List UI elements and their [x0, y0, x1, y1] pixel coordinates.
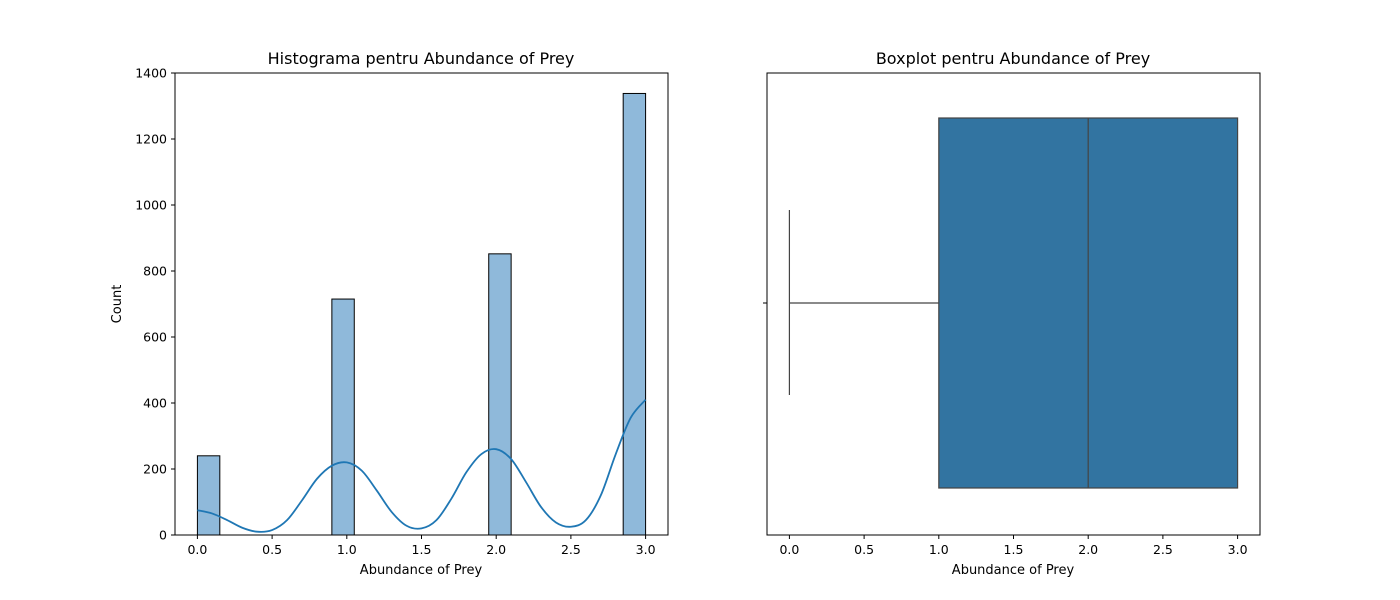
- histogram-bar: [622, 92, 647, 536]
- histogram-x-tick-label: 0.0: [187, 542, 207, 557]
- histogram-y-tick-label: 800: [143, 264, 167, 279]
- histogram-x-tick-label: 0.5: [262, 542, 282, 557]
- kde-curve: [197, 399, 647, 533]
- histogram-x-ticks: 0.0 0.5 1.0 1.5 2.0 2.5 3.0: [187, 535, 656, 557]
- boxplot-x-ticks: 0.0 0.5 1.0 1.5 2.0 2.5 3.0: [779, 535, 1248, 557]
- histogram-y-tick-label: 0: [159, 528, 167, 543]
- boxplot-x-tick-label: 2.5: [1153, 542, 1173, 557]
- histogram-x-tick-label: 1.0: [337, 542, 357, 557]
- histogram-x-tick-label: 3.0: [636, 542, 656, 557]
- histogram-y-tick-label: 400: [143, 396, 167, 411]
- histogram-y-tick-label: 1400: [135, 66, 167, 81]
- histogram-bars: [196, 92, 647, 536]
- histogram-y-tick-label: 1000: [135, 198, 167, 213]
- boxplot-x-axis-label: Abundance of Prey: [952, 563, 1075, 578]
- boxplot-x-tick-label: 0.5: [854, 542, 874, 557]
- histogram-chart: Histograma pentru Abundance of Prey 0.0 0…: [110, 49, 669, 578]
- histogram-bar: [488, 253, 512, 536]
- histogram-y-tick-label: 600: [143, 330, 167, 345]
- histogram-title: Histograma pentru Abundance of Prey: [268, 49, 575, 68]
- histogram-x-axis-label: Abundance of Prey: [360, 563, 483, 578]
- histogram-y-axis-label: Count: [110, 285, 125, 324]
- histogram-y-tick-label: 200: [143, 462, 167, 477]
- boxplot-x-tick-label: 1.5: [1004, 542, 1024, 557]
- histogram-bar: [331, 298, 355, 536]
- histogram-y-ticks: 0 200 400 600 800 1000 1200 1400: [135, 66, 175, 543]
- boxplot-x-tick-label: 2.0: [1078, 542, 1098, 557]
- histogram-x-tick-label: 1.5: [412, 542, 432, 557]
- histogram-plot-frame: [174, 72, 669, 536]
- histogram-bar: [196, 455, 221, 536]
- boxplot-x-tick-label: 3.0: [1228, 542, 1248, 557]
- histogram-x-tick-label: 2.5: [561, 542, 581, 557]
- boxplot-chart: Boxplot pentru Abundance of Prey 0.0 0.5 1…: [763, 49, 1261, 578]
- boxplot-title: Boxplot pentru Abundance of Prey: [876, 49, 1150, 68]
- histogram-x-tick-label: 2.0: [486, 542, 506, 557]
- boxplot-x-tick-label: 0.0: [779, 542, 799, 557]
- boxplot-x-tick-label: 1.0: [929, 542, 949, 557]
- histogram-y-tick-label: 1200: [135, 132, 167, 147]
